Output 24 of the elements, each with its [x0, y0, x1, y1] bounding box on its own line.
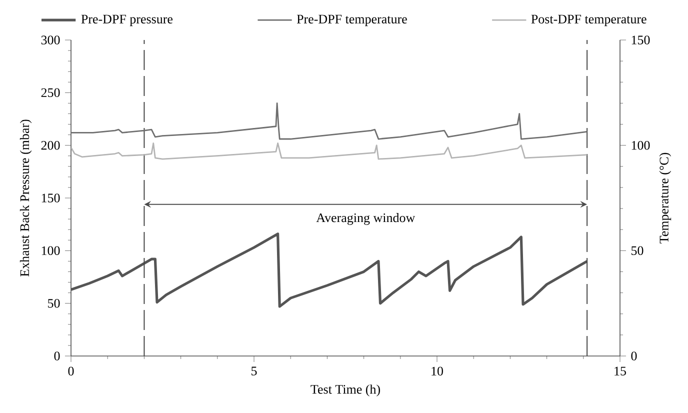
x-tick-label: 15: [614, 366, 626, 376]
y2-tick-label: 50: [631, 246, 644, 256]
y2-tick-label: 150: [632, 36, 650, 44]
y-tick-label: 300: [41, 36, 60, 44]
annotation: Averaging window: [316, 213, 416, 225]
y-axis-title: Exhaust Back Pressure (mbar): [20, 120, 32, 277]
y2-tick-label: 100: [632, 140, 650, 150]
legend-label: Pre-DPF temperature: [296, 14, 407, 26]
y2-tick-label: 0: [631, 352, 637, 360]
y-tick-label: 0: [54, 352, 60, 360]
y-tick-label: 150: [42, 194, 60, 202]
y-tick-label: 250: [41, 88, 60, 98]
x-tick-label: 5: [252, 366, 257, 376]
legend-label: Pre-DPF pressure: [81, 14, 173, 26]
legend-label: Post-DPF temperature: [531, 14, 646, 26]
line-series: [71, 102, 588, 140]
x-tick-label: 0: [68, 366, 74, 376]
y-tick-label: 50: [48, 298, 60, 308]
x-axis-title: Test Time (h): [310, 384, 380, 396]
line-series: [71, 142, 588, 160]
x-tick-label: 10: [432, 366, 443, 376]
y-tick-label: 100: [42, 246, 60, 256]
y-tick-label: 200: [41, 140, 60, 150]
y2-axis-title: Temperature (°C): [659, 152, 672, 244]
